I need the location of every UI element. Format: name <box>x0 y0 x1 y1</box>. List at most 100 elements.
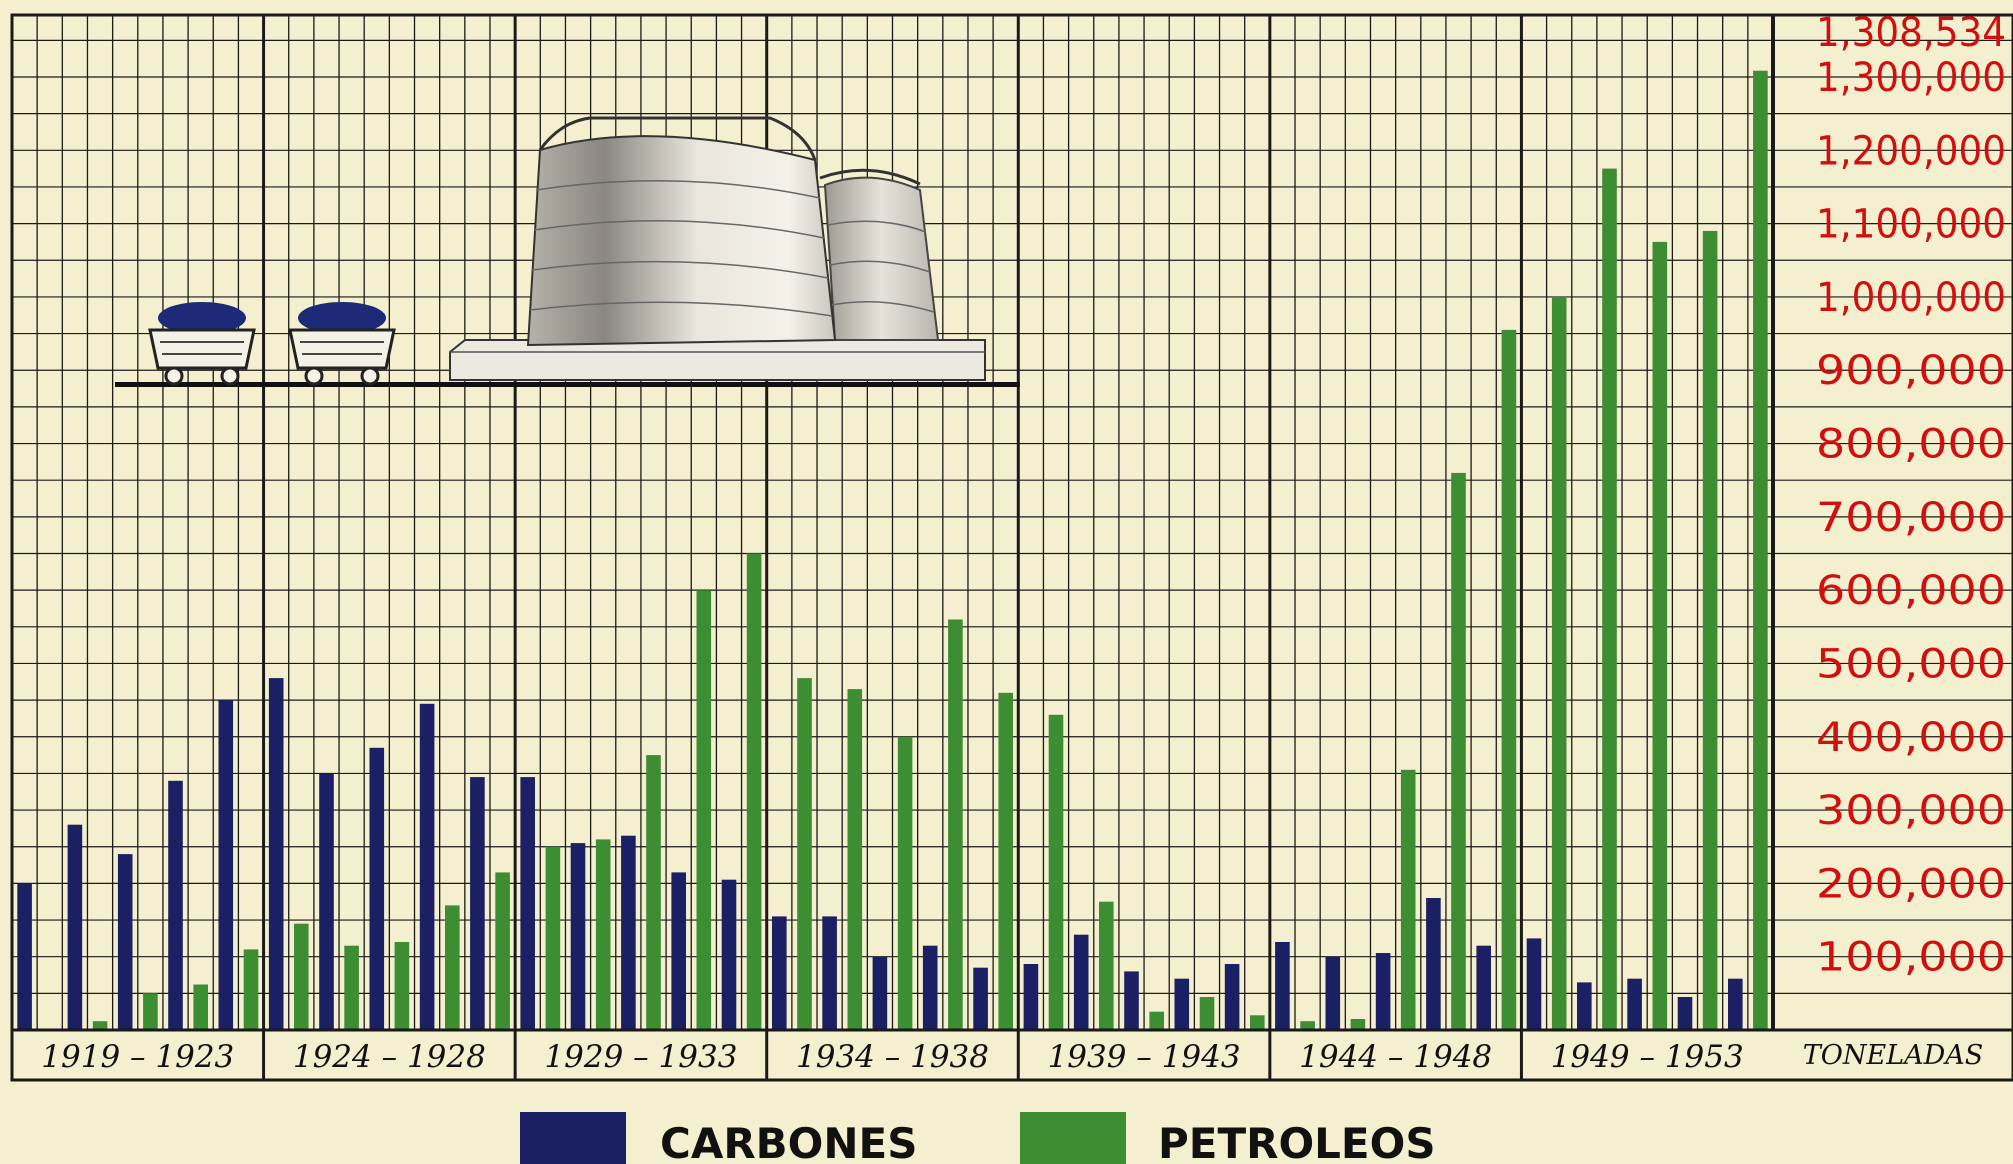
carbones-bar-1935 <box>822 916 837 1030</box>
y-tick-label: 200,000 <box>1816 861 2006 907</box>
carbones-bar-1925 <box>319 773 334 1030</box>
y-tick-label: 1,100,000 <box>1816 202 2006 248</box>
petroleos-bar-1935 <box>847 689 863 1030</box>
carbones-bar-1953 <box>1728 978 1743 1030</box>
petroleos-bar-1948 <box>1501 329 1517 1030</box>
carbones-bar-1937 <box>922 945 938 1030</box>
bars <box>17 70 1768 1031</box>
legend-swatch <box>520 1112 626 1164</box>
petroleos-bar-1951 <box>1652 241 1668 1030</box>
legend-swatch <box>1020 1112 1126 1164</box>
petroleos-bar-1945 <box>1350 1019 1366 1030</box>
y-tick-label: 1,308,534 <box>1816 10 2006 56</box>
petroleos-bar-1946 <box>1400 769 1416 1030</box>
petroleos-bar-1944 <box>1300 1021 1315 1030</box>
carbones-bar-1928 <box>470 777 485 1030</box>
legend: CARBONES PETROLEOS <box>520 1112 1436 1164</box>
petroleos-bar-1949 <box>1551 296 1567 1030</box>
petroleos-bar-1934 <box>797 678 812 1030</box>
period-label: 1924 – 1928 <box>293 1039 486 1075</box>
petroleos-bar-1950 <box>1602 168 1617 1031</box>
period-label: 1944 – 1948 <box>1299 1039 1492 1075</box>
petroleos-bar-1943 <box>1250 1015 1265 1030</box>
petroleos-bar-1923 <box>243 949 259 1030</box>
petroleos-bar-1939 <box>1048 714 1064 1030</box>
mine-cart-icon <box>148 302 256 386</box>
legend-label: PETROLEOS <box>1158 1119 1436 1164</box>
carbones-bar-1919 <box>17 883 32 1030</box>
period-label: 1949 – 1953 <box>1551 1039 1744 1075</box>
illustration <box>115 116 1020 387</box>
petroleos-bar-1940 <box>1099 901 1114 1030</box>
carbones-bar-1926 <box>369 747 385 1030</box>
petroleos-bar-1936 <box>897 736 913 1030</box>
y-tick-label: 300,000 <box>1816 788 2006 834</box>
carbones-bar-1944 <box>1275 942 1290 1030</box>
carbones-bar-1936 <box>872 956 888 1030</box>
carbones-bar-1950 <box>1577 982 1592 1030</box>
period-label: 1919 – 1923 <box>41 1039 234 1075</box>
petroleos-bar-1941 <box>1149 1011 1164 1030</box>
petroleos-bar-1929 <box>545 846 561 1030</box>
x-axis: 1919 – 1923 1924 – 1928 1929 – 1933 1934 – … <box>10 1028 2013 1082</box>
petroleos-bar-1922 <box>193 984 208 1030</box>
y-tick-label: 1,000,000 <box>1816 275 2006 321</box>
carbones-bar-1929 <box>520 777 535 1030</box>
rail-line <box>115 382 1020 387</box>
carbones-bar-1931 <box>621 835 636 1030</box>
petroleos-bar-1937 <box>948 619 963 1030</box>
petroleos-bar-1925 <box>344 945 359 1030</box>
carbones-bar-1938 <box>973 967 988 1030</box>
period-label: 1934 – 1938 <box>796 1039 989 1075</box>
period-label: 1929 – 1933 <box>544 1039 737 1075</box>
y-tick-label: 500,000 <box>1816 641 2006 687</box>
carbones-bar-1932 <box>671 872 686 1030</box>
petroleos-bar-1942 <box>1199 997 1215 1030</box>
petroleos-bar-1920 <box>92 1021 108 1030</box>
carbones-bar-1933 <box>721 879 737 1030</box>
carbones-bar-1942 <box>1174 978 1190 1030</box>
carbones-bar-1924 <box>268 678 284 1030</box>
y-tick-label: 600,000 <box>1816 568 2006 614</box>
petroleos-bar-1924 <box>294 923 309 1030</box>
carbones-bar-1920 <box>67 824 83 1030</box>
carbones-bar-1941 <box>1124 971 1139 1030</box>
carbones-bar-1921 <box>117 854 133 1030</box>
petroleos-bar-1953 <box>1753 70 1768 1030</box>
petroleos-bar-1931 <box>646 755 661 1030</box>
petroleos-bar-1927 <box>445 905 460 1030</box>
y-tick-label: 1,300,000 <box>1816 55 2006 101</box>
legend-label: CARBONES <box>660 1119 917 1164</box>
y-tick-label: 1,200,000 <box>1816 128 2006 174</box>
petroleos-bar-1932 <box>696 590 712 1030</box>
petroleos-bar-1952 <box>1702 230 1718 1030</box>
carbones-bar-1940 <box>1073 934 1089 1030</box>
petroleos-bar-1933 <box>746 553 762 1030</box>
carbones-bar-1947 <box>1426 898 1441 1030</box>
oil-tank-icon <box>449 116 986 381</box>
carbones-bar-1951 <box>1627 978 1642 1030</box>
carbones-bar-1948 <box>1476 945 1491 1030</box>
petroleos-bar-1928 <box>495 872 510 1030</box>
carbones-bar-1952 <box>1677 997 1693 1030</box>
carbones-bar-1943 <box>1224 964 1240 1030</box>
y-tick-label: 900,000 <box>1816 348 2006 394</box>
y-tick-label: 800,000 <box>1816 422 2006 468</box>
mine-cart-icon <box>288 302 396 386</box>
carbones-bar-1945 <box>1325 956 1341 1030</box>
petroleos-bar-1926 <box>394 942 410 1030</box>
carbones-bar-1939 <box>1023 964 1039 1030</box>
carbones-bar-1949 <box>1526 938 1542 1030</box>
y-tick-label: 100,000 <box>1816 935 2006 981</box>
unit-label: TONELADAS <box>1803 1040 1984 1071</box>
y-tick-label: 700,000 <box>1816 495 2006 541</box>
carbones-bar-1922 <box>168 780 183 1030</box>
petroleos-bar-1947 <box>1451 472 1466 1030</box>
petroleos-bar-1930 <box>595 839 611 1030</box>
carbones-bar-1927 <box>419 703 435 1030</box>
carbones-bar-1946 <box>1375 953 1391 1030</box>
petroleos-bar-1938 <box>998 692 1013 1030</box>
carbones-bar-1923 <box>218 700 234 1030</box>
